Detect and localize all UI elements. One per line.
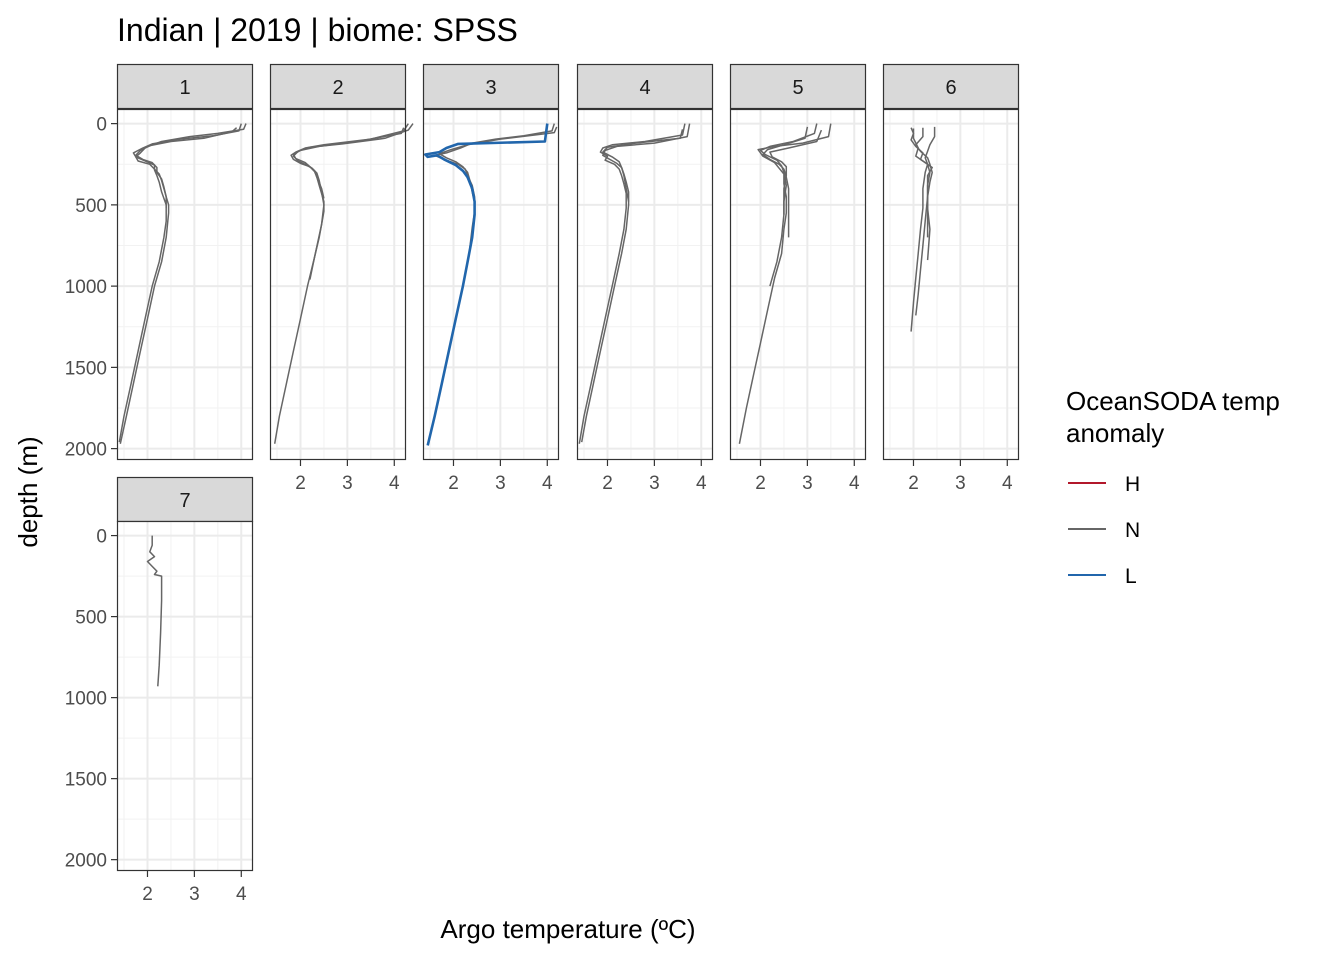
legend-label-N: N [1125, 519, 1140, 542]
series-line-N [910, 127, 929, 332]
y-tick-label: 1000 [65, 277, 107, 298]
series-line-N [762, 126, 809, 238]
facet-strip-label: 2 [332, 77, 343, 99]
x-tick-label: 2 [602, 473, 613, 494]
facet-panel-1: 1 0 500 1000 1500 2000 [65, 63, 254, 461]
series-line-N [769, 129, 823, 215]
legend: OceanSODA temp anomaly HNL [1066, 386, 1280, 588]
x-tick-label: 4 [236, 884, 247, 905]
facet-strip-label: 5 [792, 77, 803, 99]
facet-strip-label: 4 [639, 77, 650, 99]
x-tick-label: 3 [495, 473, 506, 494]
x-tick-label: 3 [649, 473, 660, 494]
x-tick-label: 2 [908, 473, 919, 494]
y-tick-label: 1000 [65, 689, 107, 710]
x-tick-label: 2 [755, 473, 766, 494]
legend-label-H: H [1125, 473, 1140, 496]
panel-border [729, 108, 867, 461]
x-tick-label: 3 [189, 884, 200, 905]
series-line-N [135, 127, 238, 209]
panel-background [423, 109, 559, 460]
series-line-N [273, 123, 409, 444]
x-tick-label: 2 [142, 884, 153, 905]
facet-strip-label: 3 [485, 77, 496, 99]
x-tick-label: 4 [542, 473, 553, 494]
facet-strip [729, 63, 867, 110]
y-tick-label: 0 [96, 115, 107, 136]
y-axis-title: depth (m) [13, 436, 43, 547]
series-line-N [292, 127, 405, 199]
y-tick-label: 0 [96, 527, 107, 548]
y-tick-label: 500 [75, 196, 107, 217]
y-tick-label: 1500 [65, 770, 107, 791]
x-tick-label: 3 [802, 473, 813, 494]
facet-strip [576, 63, 714, 110]
facet-panel-3: 3 2 3 4 [422, 63, 560, 494]
legend-label-L: L [1125, 565, 1137, 588]
x-axis-title: Argo temperature (ºC) [440, 914, 695, 944]
x-tick-label: 4 [696, 473, 707, 494]
series-line-L [423, 123, 549, 446]
legend-title-line-2: anomaly [1066, 418, 1164, 448]
panel-background [117, 521, 253, 871]
x-tick-label: 4 [1002, 473, 1013, 494]
panel-border [116, 520, 254, 872]
y-tick-label: 2000 [65, 851, 107, 872]
x-tick-label: 3 [955, 473, 966, 494]
panel-background [117, 109, 253, 460]
series-line-N [118, 123, 243, 443]
panel-background [883, 109, 1019, 460]
facet-strip [882, 63, 1020, 110]
panel-border [422, 108, 560, 461]
x-tick-label: 4 [849, 473, 860, 494]
facet-strip-label: 1 [179, 77, 190, 99]
facet-strip-label: 6 [945, 77, 956, 99]
panel-border [269, 108, 407, 461]
facet-panel-7: 7 2 3 4 0 500 1000 1500 2000 [65, 476, 254, 905]
facet-strip-label: 7 [179, 490, 190, 512]
series-line-N [146, 535, 163, 687]
facet-panel-4: 4 2 3 4 [576, 63, 714, 494]
chart-title: Indian | 2019 | biome: SPSS [117, 12, 518, 48]
x-tick-label: 3 [342, 473, 353, 494]
y-tick-label: 1500 [65, 358, 107, 379]
series-line-N [578, 123, 686, 444]
facet-panel-5: 5 2 3 4 [729, 63, 867, 494]
panel-background [270, 109, 406, 460]
facet-panel-2: 2 2 3 4 [269, 63, 414, 494]
panel-background [730, 109, 866, 460]
series-line-N [580, 123, 691, 443]
panel-border [882, 108, 1020, 461]
panel-border [116, 108, 254, 461]
x-tick-label: 4 [389, 473, 400, 494]
series-line-N [602, 129, 684, 202]
facet-panel-6: 6 2 3 4 [882, 63, 1020, 494]
facet-strip [269, 63, 407, 110]
panel-border [576, 108, 714, 461]
y-tick-label: 500 [75, 608, 107, 629]
facet-strip [422, 63, 560, 110]
legend-title-line-1: OceanSODA temp [1066, 386, 1280, 416]
panel-background [577, 109, 713, 460]
x-tick-label: 2 [448, 473, 459, 494]
facet-strip [116, 63, 254, 110]
series-line-N [912, 128, 933, 261]
y-tick-label: 2000 [65, 440, 107, 461]
x-tick-label: 2 [295, 473, 306, 494]
